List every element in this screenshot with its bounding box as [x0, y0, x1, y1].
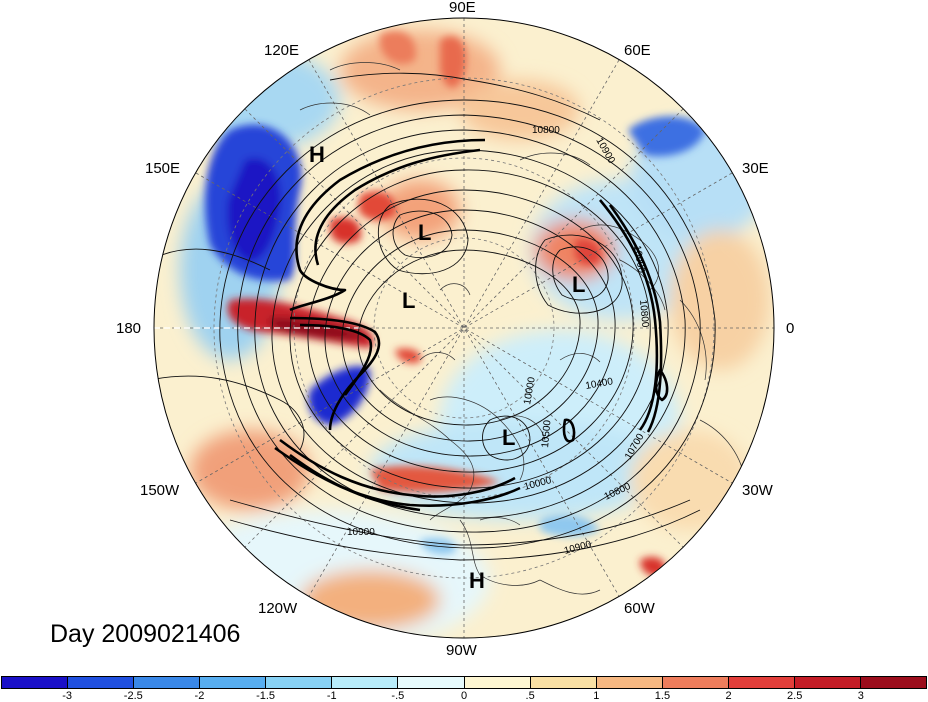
- lon-label-0: 0: [786, 320, 795, 337]
- colorbar-swatch: [332, 677, 399, 688]
- lon-label-60w: 60W: [624, 600, 655, 617]
- colorbar-tick-label: 1.5: [654, 690, 671, 702]
- pressure-systems: H L L L L H: [309, 142, 585, 593]
- colorbar-swatch: [662, 677, 729, 688]
- contour-label: 10500: [540, 419, 553, 448]
- high-marker-siberia: H: [309, 142, 325, 167]
- colorbar-tick-label: -2: [194, 690, 205, 702]
- colorbar-swatch: [200, 677, 267, 688]
- lon-label-30w: 30W: [742, 482, 773, 499]
- contour-label: 10000: [522, 376, 538, 406]
- map-border: [153, 17, 775, 639]
- contour-label: 10800: [532, 125, 560, 136]
- lon-label-60e: 60E: [624, 42, 651, 59]
- lon-label-120e: 120E: [264, 42, 300, 59]
- colorbar-tick-label: -3: [62, 690, 73, 702]
- low-marker-scandinavia: L: [572, 272, 585, 297]
- lon-label-90w: 90W: [446, 642, 477, 659]
- colorbar-swatch: [794, 677, 862, 688]
- anomaly-shading: H L L L L H 10800 10900 10900 10400 1050…: [154, 18, 774, 638]
- colorbar-tick-label: 1: [593, 690, 600, 702]
- colorbar-swatch: [398, 677, 465, 688]
- lon-label-120w: 120W: [258, 600, 298, 617]
- colorbar-tick-label: -1.5: [256, 690, 276, 702]
- colorbar-tick-label: 0: [460, 690, 468, 702]
- lon-label-30e: 30E: [742, 160, 769, 177]
- colorbar-tick-label: -.5: [391, 690, 405, 702]
- colorbar-swatch: [596, 677, 663, 688]
- colorbar-tick-label: 2.5: [787, 690, 803, 702]
- colorbar-tick-label: 2: [725, 690, 732, 702]
- colorbar-tick-label: -2.5: [123, 690, 143, 702]
- day-label: Day 2009021406: [50, 620, 241, 648]
- colorbar-swatch: [134, 677, 201, 688]
- colorbar-tick-label: -1: [326, 690, 337, 702]
- lon-label-150w: 150W: [140, 482, 180, 499]
- low-marker-arctic: L: [402, 288, 415, 313]
- contour-label: 10900: [631, 245, 647, 275]
- colorbar-tick-label: .5: [525, 690, 535, 702]
- colorbar: [1, 676, 927, 689]
- colorbar-swatch: [68, 677, 135, 688]
- colorbar-tick-label: 3: [857, 690, 864, 702]
- high-marker-gulf-of-mexico: H: [469, 568, 485, 593]
- colorbar-swatch: [2, 677, 69, 688]
- contour-label: 10400: [585, 376, 615, 392]
- lon-label-90e: 90E: [449, 0, 476, 16]
- low-marker-central-siberia: L: [418, 220, 431, 245]
- colorbar-swatch: [464, 677, 531, 688]
- colorbar-swatch: [530, 677, 597, 688]
- colorbar-swatch: [861, 677, 927, 688]
- lon-label-150e: 150E: [145, 160, 181, 177]
- low-marker-hudson-bay: L: [502, 425, 515, 450]
- lon-label-180: 180: [116, 320, 142, 337]
- colorbar-swatch: [728, 677, 795, 688]
- contour-label: 10800: [637, 299, 650, 328]
- contour-label: 10900: [347, 527, 375, 538]
- colorbar-swatch: [266, 677, 333, 688]
